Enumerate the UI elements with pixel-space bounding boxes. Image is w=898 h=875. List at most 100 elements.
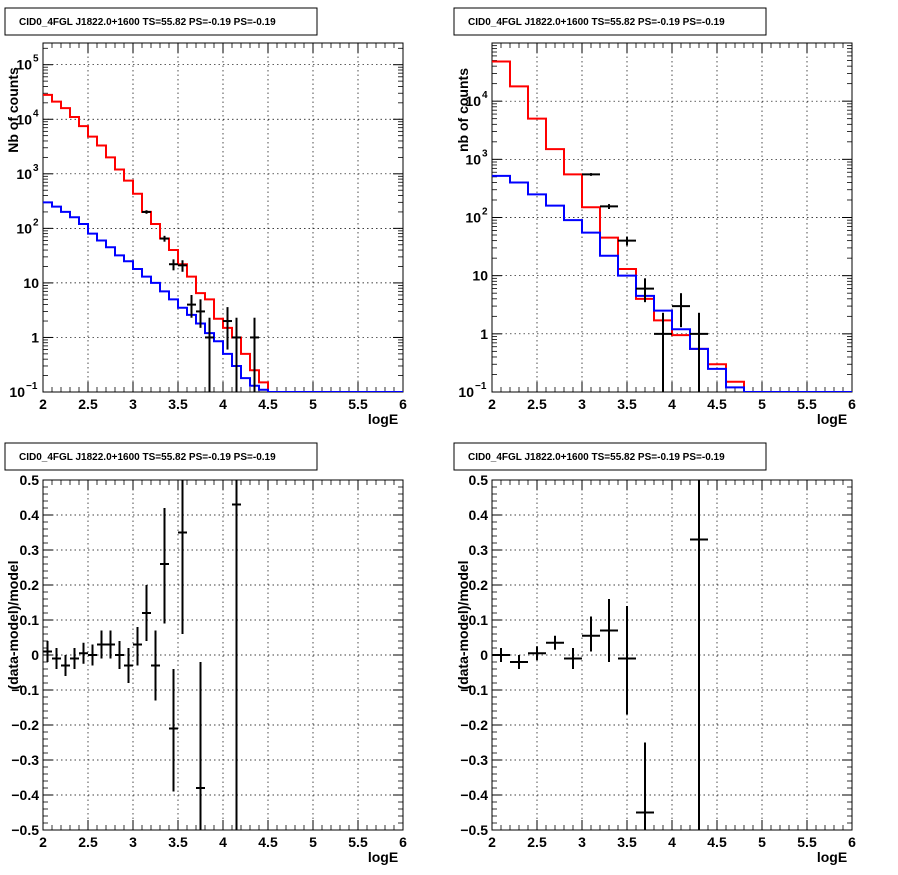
y-axis-label: (data-model)/model: [455, 560, 471, 689]
data-point: [43, 641, 52, 662]
chart-panel-3: CID0_4FGL J1822.0+1600 TS=55.82 PS=-0.19…: [4, 442, 407, 865]
y-tick-label: −0.5: [460, 822, 488, 838]
title-box: [4, 442, 318, 471]
data-point: [510, 655, 528, 669]
plot-area: [492, 480, 708, 830]
x-tick-label: 2: [488, 396, 496, 412]
data-point: [52, 648, 61, 669]
y-tick-label: 0.2: [20, 577, 40, 593]
x-tick-label: 5: [758, 834, 766, 850]
chart-panel-2: CID0_4FGL J1822.0+1600 TS=55.82 PS=-0.19…: [453, 7, 856, 427]
chart-title: CID0_4FGL J1822.0+1600 TS=55.82 PS=-0.19…: [19, 452, 276, 463]
data-point: [106, 630, 115, 659]
data-point: [618, 236, 636, 246]
x-tick-label: 5.5: [348, 396, 368, 412]
y-tick-exponent: 5: [33, 54, 39, 65]
data-point: [187, 295, 196, 318]
x-tick-label: 3: [578, 396, 586, 412]
y-tick-label: 10: [16, 111, 32, 127]
data-point: [672, 293, 690, 328]
y-tick-label: 0.3: [469, 542, 489, 558]
x-axis-label: logE: [817, 411, 847, 427]
x-tick-label: 4.5: [258, 396, 278, 412]
y-tick-label: 10: [465, 210, 481, 226]
y-tick-label: −0.4: [460, 787, 488, 803]
chart-panel-1: CID0_4FGL J1822.0+1600 TS=55.82 PS=-0.19…: [4, 7, 407, 427]
data-point: [205, 317, 214, 392]
x-tick-label: 4.5: [707, 834, 727, 850]
y-tick-exponent: −1: [26, 381, 38, 392]
data-point: [546, 635, 564, 650]
data-point: [142, 585, 151, 641]
data-point: [133, 627, 142, 666]
y-tick-exponent: 2: [33, 217, 39, 228]
y-tick-label: 10: [472, 268, 488, 284]
x-tick-label: 2: [488, 834, 496, 850]
y-tick-label: 1: [31, 329, 39, 345]
x-tick-label: 3.5: [168, 396, 188, 412]
plot-area: [43, 480, 241, 830]
x-tick-label: 3: [129, 396, 137, 412]
x-tick-label: 5: [309, 396, 317, 412]
y-tick-exponent: −1: [475, 381, 487, 392]
data-point: [160, 235, 169, 242]
data-point: [636, 742, 654, 830]
y-tick-label: 0.4: [469, 507, 489, 523]
x-tick-label: 3: [129, 834, 137, 850]
x-tick-label: 5.5: [348, 834, 368, 850]
data-point: [88, 644, 97, 666]
y-tick-label: 10: [16, 166, 32, 182]
y-tick-label: 0.2: [469, 577, 489, 593]
title-box: [453, 442, 767, 471]
chart-panel-4: CID0_4FGL J1822.0+1600 TS=55.82 PS=-0.19…: [453, 442, 856, 865]
y-tick-exponent: 3: [482, 148, 488, 159]
chart-title: CID0_4FGL J1822.0+1600 TS=55.82 PS=-0.19…: [468, 17, 725, 28]
x-tick-label: 5.5: [797, 396, 817, 412]
y-tick-label: 10: [9, 384, 25, 400]
y-tick-label: 10: [23, 275, 39, 291]
y-tick-label: 10: [16, 57, 32, 73]
data-point: [178, 260, 187, 272]
x-tick-label: 5: [758, 396, 766, 412]
y-tick-label: 10: [16, 220, 32, 236]
chart-title: CID0_4FGL J1822.0+1600 TS=55.82 PS=-0.19…: [468, 452, 725, 463]
y-tick-label: 10: [465, 93, 481, 109]
x-axis-label: logE: [368, 849, 398, 865]
y-tick-label: 0.5: [20, 472, 40, 488]
y-tick-exponent: 2: [482, 207, 488, 218]
data-point: [223, 307, 232, 350]
y-tick-label: 1: [480, 326, 488, 342]
y-tick-label: 0: [31, 647, 39, 663]
x-tick-label: 2.5: [78, 396, 98, 412]
x-tick-label: 4: [219, 834, 227, 850]
data-point: [142, 210, 151, 214]
y-tick-label: −0.2: [460, 717, 488, 733]
data-point: [636, 278, 654, 303]
y-tick-exponent: 4: [33, 108, 39, 119]
y-tick-exponent: 3: [33, 163, 39, 174]
data-point: [169, 669, 178, 792]
data-point: [61, 655, 70, 676]
data-point: [492, 648, 510, 662]
data-point: [250, 317, 259, 392]
x-tick-label: 5: [309, 834, 317, 850]
data-point: [618, 606, 636, 715]
y-tick-label: 10: [465, 151, 481, 167]
y-tick-label: −0.1: [11, 682, 39, 698]
x-tick-label: 5.5: [797, 834, 817, 850]
x-tick-label: 4: [668, 834, 676, 850]
data-point: [232, 317, 241, 392]
data-point: [600, 204, 618, 210]
x-tick-label: 4: [668, 396, 676, 412]
plot-area: [43, 93, 403, 392]
x-tick-label: 6: [848, 396, 856, 412]
data-point: [178, 480, 187, 634]
data-point: [160, 508, 169, 624]
y-tick-label: −0.5: [11, 822, 39, 838]
data-point: [232, 480, 241, 830]
y-axis-label: nb of counts: [455, 68, 471, 152]
data-point: [79, 642, 88, 664]
histogram-series-1: [492, 60, 852, 392]
data-point: [600, 599, 618, 662]
